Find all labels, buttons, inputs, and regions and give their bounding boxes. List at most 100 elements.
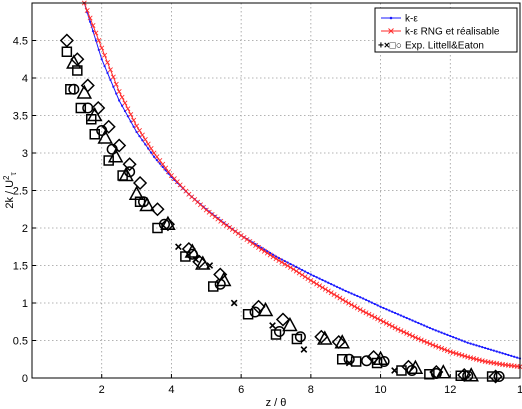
exp-marker-triangle [334,334,350,349]
series-point-rng [102,52,108,58]
series-point-k-eps [277,256,281,260]
exp-marker-circle [68,83,80,95]
series-point-rng [125,106,131,112]
series-point-k-eps [118,99,121,102]
exp-marker-x [192,256,200,263]
series-point-rng [343,299,349,304]
exp-marker-circle [361,355,373,367]
series-point-rng [334,293,340,299]
exp-marker-circle [214,278,226,290]
exp-marker-triangle [195,255,211,270]
series-point-k-eps [382,306,385,310]
series-point-rng [273,256,279,262]
series-point-k-eps [399,314,403,317]
series-point-rng [279,259,285,265]
exp-marker-circle [96,124,108,137]
series-point-k-eps [457,338,461,341]
series-point-rng [375,316,381,322]
y-tick-label: 3.5 [13,111,28,123]
y-tick-label: 0 [22,373,28,385]
series-point-k-eps [481,346,484,349]
series-point-k-eps [147,147,150,150]
series-point-k-eps [507,353,510,357]
series-point-rng [459,352,465,358]
series-point-k-eps [388,309,391,312]
x-tick-label: 1 [517,384,522,396]
series-point-k-eps [463,340,466,343]
series-point-k-eps [158,162,161,165]
series-point-rng [296,270,302,276]
series-point-rng [328,290,334,296]
x-tick-label: 12 [444,384,456,396]
series-point-rng [264,250,270,256]
series-point-rng [139,132,145,138]
series-point-k-eps [327,281,330,284]
series-point-rng [285,263,291,269]
series-point-rng [383,320,389,326]
series-point-k-eps [91,30,95,33]
series-point-rng [392,325,398,331]
series-point-rng [366,311,372,317]
exp-marker-triangle [317,330,333,345]
series-point-rng [209,212,215,217]
series-point-k-eps [161,165,164,168]
series-point-k-eps [295,265,298,269]
exp-marker-x [230,299,238,307]
series-point-k-eps [359,296,362,299]
exp-marker-circle [378,355,390,368]
series-point-rng [407,332,413,338]
series-point-k-eps [367,300,371,303]
series-point-k-eps [434,329,437,332]
series-point-k-eps [152,155,156,158]
series-point-k-eps [103,65,106,68]
series-point-rng [331,292,337,297]
legend-entry-rng: k-ε RNG et réalisable [405,27,500,38]
series-point-rng [270,254,276,260]
exp-marker-square [61,46,73,57]
exp-marker-diamond [112,138,127,153]
exp-marker-triangle [76,84,93,99]
series-point-rng [134,123,140,129]
exp-marker-x [175,243,182,251]
series-point-k-eps [454,337,458,340]
series-point-k-eps [492,349,495,352]
series-point-rng [389,323,395,329]
exp-marker-diamond [251,299,266,314]
series-point-k-eps [370,301,373,304]
series-point-k-eps [478,345,481,348]
exp-marker-diamond [132,175,148,191]
exp-marker-square [455,370,466,381]
series-point-rng [302,274,308,280]
series-point-rng [354,305,360,311]
series-point-rng [258,246,264,252]
series-point-k-eps [373,302,376,306]
series-point-rng [322,286,328,292]
series-point-k-eps [338,287,342,290]
series-point-k-eps [332,284,336,287]
exp-marker-circle [137,196,150,208]
series-point-rng [349,302,355,308]
series-point-rng [415,336,421,342]
series-point-k-eps [269,251,272,255]
series-point-rng [84,8,90,13]
series-point-rng [418,337,424,343]
series-point-rng [160,161,166,167]
series-point-k-eps [292,264,295,267]
series-point-k-eps [472,343,475,346]
series-point-k-eps [155,159,159,162]
series-point-rng [340,297,346,303]
series-point-k-eps [330,283,333,286]
series-point-k-eps [452,336,455,339]
legend-entry-k-eps: k-ε [405,14,418,25]
series-point-k-eps [414,320,417,323]
series-point-k-eps [510,354,513,357]
series-point-rng [427,341,433,347]
series-point-rng [398,328,404,334]
series-point-k-eps [428,326,432,330]
series-point-k-eps [301,268,304,272]
series-point-rng [346,300,352,306]
exp-marker-diamond [150,202,165,217]
exp-marker-x [269,322,276,329]
exp-marker-diamond [275,312,291,327]
series-point-k-eps [469,342,472,345]
